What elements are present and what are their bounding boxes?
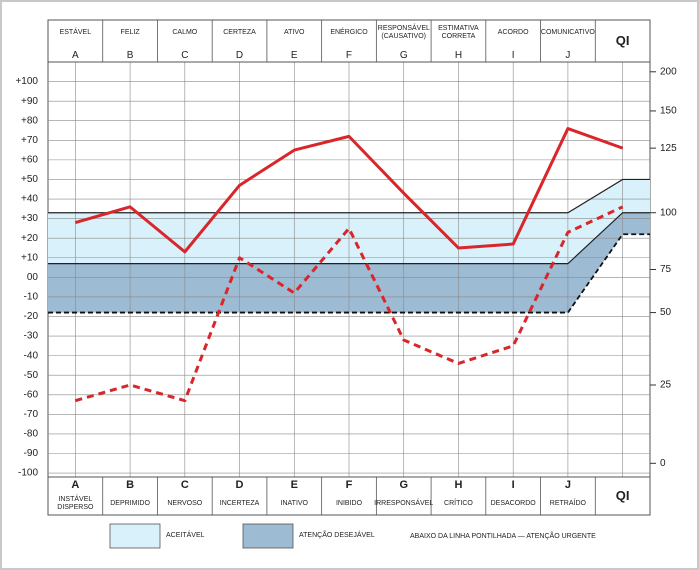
column-top: QI [615, 33, 630, 48]
column-top: ACORDO [497, 29, 529, 36]
column-bottom: IRRESPONSÁVEL [374, 499, 434, 507]
column-bottom: CRÍTICO [444, 499, 473, 507]
column-letter: A [71, 478, 80, 491]
column-letter: I [511, 49, 515, 61]
column-top: CERTEZA [223, 29, 256, 36]
column-letter: D [235, 478, 244, 491]
column-bottom: DESACORDO [490, 499, 536, 507]
column-letter: H [454, 49, 463, 61]
zone-boundary [48, 178, 650, 214]
y-tick-label: +80 [21, 115, 38, 126]
column-letter: F [345, 478, 353, 491]
y2-tick-label: 125 [660, 143, 677, 154]
column-top: ESTIMATIVA CORRETA [438, 25, 479, 40]
y-tick-label: -40 [24, 350, 39, 361]
column-top: RESPONSÁVEL (CAUSATIVO) [377, 25, 430, 40]
column-top: ATIVO [284, 29, 305, 36]
y-tick-label: 00 [27, 272, 39, 283]
column-letter: E [290, 49, 298, 61]
column-letter: A [72, 49, 79, 61]
zone [48, 212, 650, 313]
column-top: ENÉRGICO [330, 29, 368, 36]
y2-tick-label: 0 [660, 458, 666, 469]
column-top: FELIZ [120, 29, 140, 36]
y-tick-label: -20 [24, 311, 39, 322]
column-letter: C [181, 49, 189, 61]
y-tick-label: +10 [21, 252, 38, 263]
column-bottom: RETRAÍDO [549, 499, 586, 507]
y2-tick-label: 150 [660, 106, 677, 117]
y2-tick-label: 100 [660, 207, 677, 218]
legend-swatch [109, 523, 161, 549]
y-tick-label: +100 [15, 76, 38, 87]
column-letter: H [454, 478, 463, 491]
column-bottom: INSTÁVEL DISPERSO [57, 495, 94, 511]
column-top: COMUNICATIVO [540, 29, 595, 36]
column-top: ESTÁVEL [59, 29, 92, 36]
column-bottom: QI [615, 488, 630, 503]
legend-label: ABAIXO DA LINHA PONTILHADA — ATENÇÃO URG… [410, 533, 596, 540]
y2-tick-label: 50 [660, 307, 672, 318]
y-tick-label: +50 [21, 174, 38, 185]
column-bottom: DEPRIMIDO [110, 499, 150, 507]
urgent-line [48, 233, 650, 314]
legend-label: ATENÇÃO DESEJÁVEL [299, 532, 375, 539]
column-letter: D [235, 49, 244, 61]
y-tick-label: -70 [24, 409, 39, 420]
series-line [74, 127, 624, 254]
zone-boundary [48, 212, 650, 265]
y-tick-label: -90 [24, 448, 39, 459]
series-line [74, 205, 624, 403]
legend-label: ACEITÁVEL [166, 532, 205, 539]
column-letter: G [399, 478, 408, 491]
y-tick-label: -10 [24, 292, 39, 303]
y-tick-label: +60 [21, 155, 38, 166]
column-bottom: INATIVO [280, 499, 308, 507]
y-tick-label: +20 [21, 233, 38, 244]
y-tick-label: +70 [21, 135, 38, 146]
y-tick-label: +90 [21, 96, 38, 107]
y2-tick-label: 200 [660, 66, 677, 77]
column-letter: J [565, 49, 571, 61]
legend-swatch [242, 523, 294, 549]
column-letter: C [180, 478, 189, 491]
column-letter: G [399, 49, 408, 61]
y2-tick-label: 75 [660, 264, 672, 275]
y-tick-label: -50 [24, 370, 39, 381]
column-bottom: NERVOSO [167, 499, 203, 507]
column-letter: E [290, 478, 298, 491]
y-tick-label: -30 [24, 331, 39, 342]
column-letter: B [126, 49, 134, 61]
column-top: CALMO [172, 29, 198, 36]
column-bottom: INIBIDO [335, 499, 363, 507]
column-bottom: INCERTEZA [219, 499, 260, 507]
y2-tick-label: 25 [660, 380, 672, 391]
column-letter: F [345, 49, 353, 61]
y-tick-label: -60 [24, 389, 39, 400]
y-tick-label: -80 [24, 429, 39, 440]
column-letter: B [126, 478, 135, 491]
y-tick-label: +30 [21, 213, 38, 224]
column-letter: I [511, 478, 515, 491]
y-tick-label: +40 [21, 194, 38, 205]
y-tick-label: -100 [18, 468, 38, 479]
column-letter: J [564, 478, 571, 491]
